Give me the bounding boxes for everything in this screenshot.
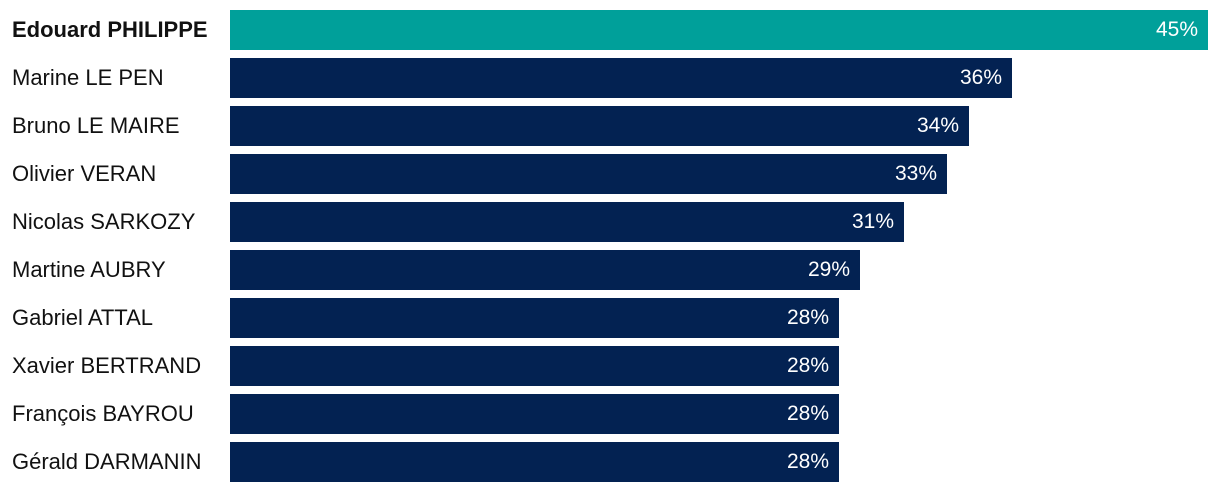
bar: [230, 58, 1012, 98]
bar: [230, 346, 839, 386]
data-label: 33%: [894, 162, 937, 185]
bar: [230, 10, 1208, 50]
bar-row: Nicolas SARKOZY 31%: [0, 202, 1220, 242]
bar: [230, 298, 839, 338]
bar: [230, 394, 839, 434]
category-label: François BAYROU: [12, 401, 194, 426]
bar: [230, 106, 969, 146]
data-label: 36%: [959, 66, 1002, 89]
bar-row: Xavier BERTRAND 28%: [0, 346, 1220, 386]
category-label: Edouard PHILIPPE: [12, 17, 208, 42]
bar-row: Marine LE PEN 36%: [0, 58, 1220, 98]
category-label: Xavier BERTRAND: [12, 353, 202, 378]
bar-row: François BAYROU 28%: [0, 394, 1220, 434]
data-label: 29%: [807, 258, 850, 281]
data-label: 28%: [786, 450, 829, 473]
category-label: Marine LE PEN: [12, 65, 164, 90]
category-label: Olivier VERAN: [12, 161, 157, 186]
bar-row: Gérald DARMANIN 28%: [0, 442, 1220, 482]
data-label: 28%: [786, 402, 829, 425]
category-label: Martine AUBRY: [12, 257, 166, 282]
category-label: Bruno LE MAIRE: [12, 113, 180, 138]
bar: [230, 202, 904, 242]
data-label: 28%: [786, 354, 829, 377]
bar-row: Bruno LE MAIRE 34%: [0, 106, 1220, 146]
category-label: Nicolas SARKOZY: [12, 209, 196, 234]
bar-row: Edouard PHILIPPE 45%: [0, 10, 1220, 50]
bar-row: Gabriel ATTAL 28%: [0, 298, 1220, 338]
data-label: 28%: [786, 306, 829, 329]
bar-row: Olivier VERAN 33%: [0, 154, 1220, 194]
category-label: Gérald DARMANIN: [12, 449, 202, 474]
bar: [230, 250, 860, 290]
bar: [230, 154, 947, 194]
bar: [230, 442, 839, 482]
data-label: 31%: [851, 210, 894, 233]
data-label: 34%: [916, 114, 959, 137]
data-label: 45%: [1155, 18, 1198, 41]
bar-row: Martine AUBRY 29%: [0, 250, 1220, 290]
category-label: Gabriel ATTAL: [12, 305, 154, 330]
